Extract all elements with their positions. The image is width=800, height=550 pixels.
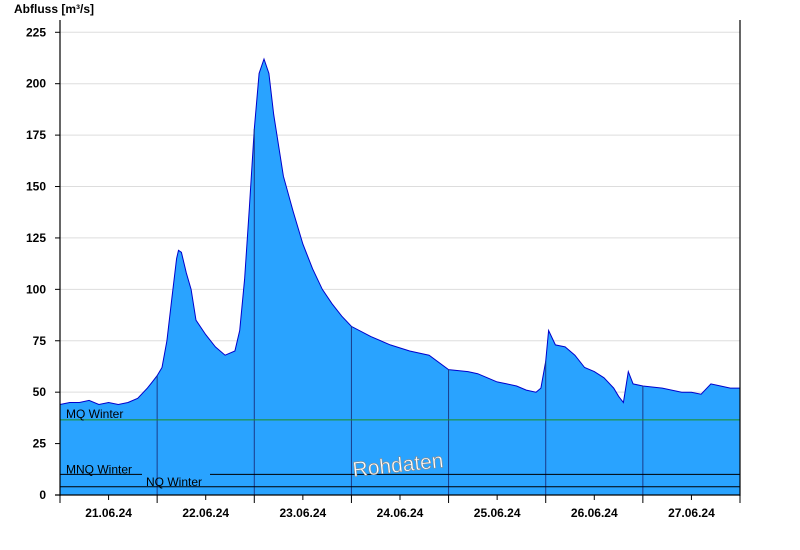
y-tick-label: 100 [26, 282, 46, 296]
reference-lines: MQ Winter MNQ Winter NQ Winter [60, 407, 740, 489]
y-tick-label: 25 [33, 437, 47, 451]
y-tick-label: 225 [26, 25, 46, 39]
axes [55, 20, 741, 496]
y-tick-label: 50 [33, 385, 47, 399]
y-axis-ticks: 0 25 50 75 100 125 150 175 200 225 [26, 25, 60, 502]
x-axis-ticks: 21.06.24 22.06.24 23.06.24 24.06.24 25.06.24… [59, 495, 741, 520]
discharge-area [60, 59, 740, 495]
x-tick-label: 23.06.24 [279, 506, 326, 520]
x-tick-label: 24.06.24 [377, 506, 424, 520]
reference-line-label: NQ Winter [146, 475, 202, 489]
x-tick-label: 26.06.24 [571, 506, 618, 520]
x-tick-label: 22.06.24 [182, 506, 229, 520]
x-tick-label: 21.06.24 [85, 506, 132, 520]
y-tick-label: 75 [33, 334, 47, 348]
reference-line-label: MNQ Winter [66, 462, 132, 476]
x-tick-label: 25.06.24 [474, 506, 521, 520]
discharge-line [59, 57, 740, 406]
y-tick-label: 175 [26, 128, 46, 142]
y-tick-label: 0 [39, 488, 46, 502]
x-tick-label: 27.06.24 [668, 506, 715, 520]
y-tick-label: 125 [26, 231, 46, 245]
reference-line-label: MQ Winter [66, 407, 123, 421]
y-tick-label: 150 [26, 180, 46, 194]
y-tick-label: 200 [26, 77, 46, 91]
y-axis-title: Abfluss [m³/s] [14, 2, 94, 16]
